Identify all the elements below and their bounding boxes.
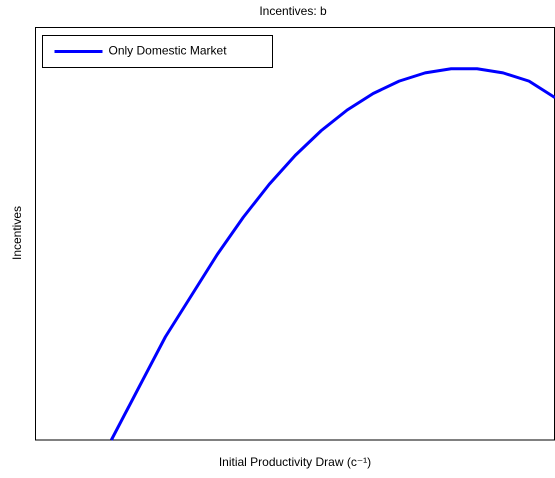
chart-title: Incentives: b	[259, 4, 327, 18]
plot-frame	[35, 27, 555, 441]
y-axis-label: Incentives	[10, 206, 24, 260]
legend-label: Only Domestic Market	[109, 44, 228, 58]
data-line	[110, 67, 555, 441]
x-axis-label: Initial Productivity Draw (c⁻¹)	[219, 455, 371, 469]
